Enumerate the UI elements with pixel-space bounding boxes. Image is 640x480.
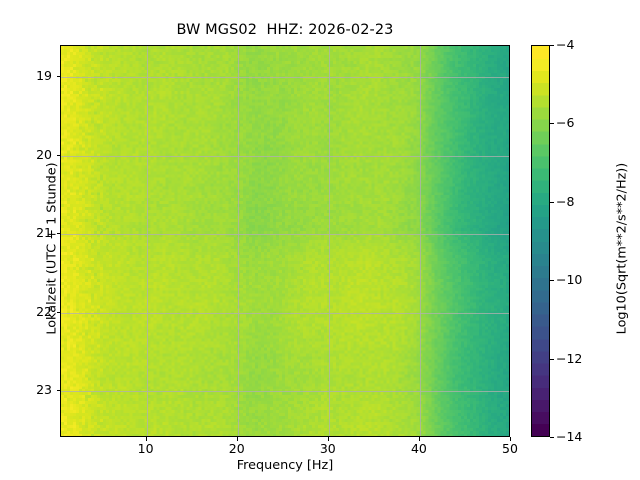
gridline-vertical — [237, 46, 239, 436]
colorbar-tick-label: −8 — [556, 193, 575, 209]
x-tick-mark — [510, 437, 511, 441]
gridline-horizontal — [61, 77, 509, 79]
x-tick-mark — [236, 437, 238, 441]
page-title: BW MGS02 HHZ: 2026-02-23 — [176, 22, 394, 38]
y-tick-label: 22 — [36, 303, 52, 319]
colorbar-tick-mark — [550, 123, 554, 125]
colorbar-tick-mark — [550, 280, 554, 282]
y-tick-label: 20 — [36, 146, 52, 162]
gridline-horizontal — [61, 155, 509, 157]
colorbar-tick-mark — [550, 358, 554, 360]
x-tick-label: 30 — [319, 441, 336, 456]
colorbar-tick-label: −4 — [556, 37, 575, 52]
spectrogram-heatmap — [61, 46, 509, 436]
gridline-horizontal — [61, 234, 509, 236]
x-tick-label: 20 — [228, 441, 245, 456]
y-tick-label: 19 — [36, 68, 52, 84]
gridline-horizontal — [61, 312, 509, 314]
y-tick-mark — [56, 233, 60, 235]
y-tick-mark — [56, 154, 60, 156]
y-tick-mark — [56, 389, 60, 391]
colorbar-tick-mark — [550, 437, 554, 438]
y-tick-label: 21 — [36, 225, 52, 241]
colorbar-tick-label: −12 — [556, 350, 583, 366]
x-tick-label: 10 — [137, 441, 154, 456]
x-tick-mark — [418, 437, 420, 441]
x-tick-mark — [145, 437, 147, 441]
colorbar[interactable] — [531, 45, 550, 437]
gridline-horizontal — [61, 390, 509, 392]
colorbar-tick-label: −14 — [556, 429, 583, 444]
colorbar-tick-label: −10 — [556, 272, 583, 288]
colorbar-label: Log10(Sqrt(m**2/s**2/Hz)) — [614, 162, 630, 335]
y-tick-mark — [56, 76, 60, 78]
x-tick-mark — [327, 437, 329, 441]
y-tick-mark — [56, 311, 60, 313]
y-axis-label: Lokalzeit (UTC + 1 Stunde) — [44, 162, 60, 335]
colorbar-gradient — [532, 46, 549, 436]
colorbar-tick-label: −6 — [556, 115, 575, 131]
colorbar-tick-mark — [550, 201, 554, 203]
gridline-vertical — [419, 46, 421, 436]
gridline-vertical — [328, 46, 330, 436]
x-axis-label: Frequency [Hz] — [236, 458, 334, 473]
x-tick-label: 50 — [502, 441, 518, 456]
colorbar-tick-mark — [550, 45, 554, 46]
gridline-vertical — [146, 46, 148, 436]
spectrogram-plot-area[interactable] — [60, 45, 510, 437]
x-tick-label: 40 — [410, 441, 427, 456]
y-tick-label: 23 — [36, 381, 52, 397]
